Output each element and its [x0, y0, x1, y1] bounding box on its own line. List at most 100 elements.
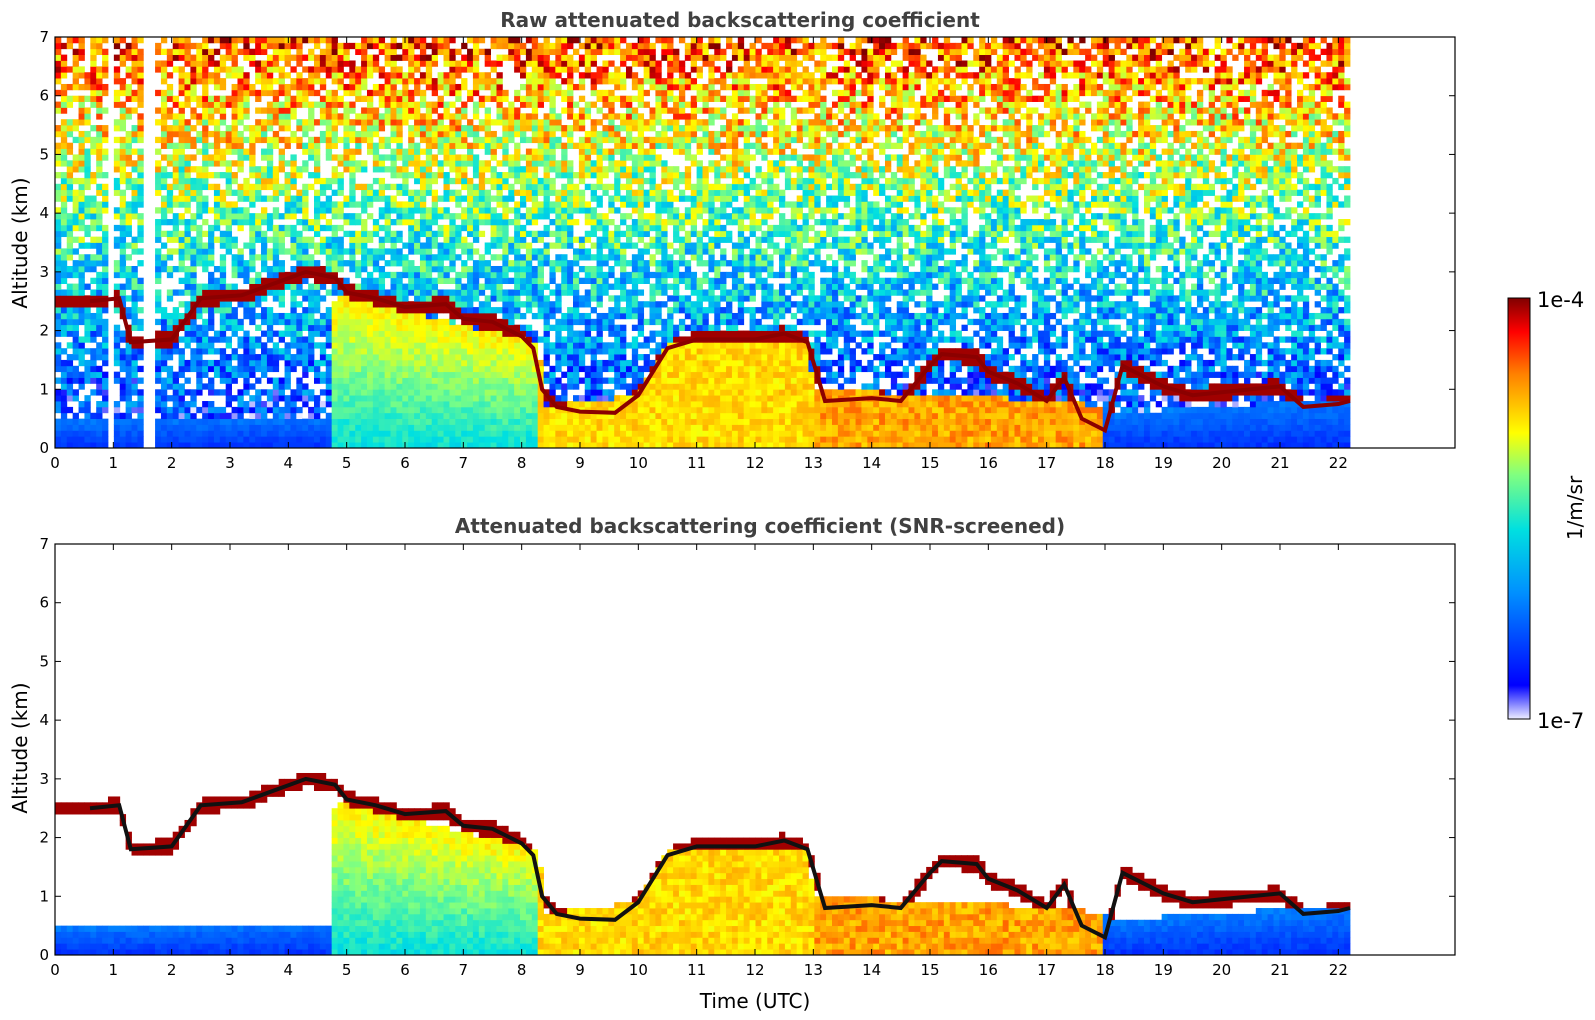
- heatmap-cell: [172, 442, 180, 449]
- heatmap-cell: [166, 265, 174, 273]
- heatmap-cell: [337, 48, 344, 56]
- heatmap-cell: [131, 195, 138, 202]
- heatmap-cell: [196, 424, 203, 431]
- heatmap-cell: [231, 42, 238, 50]
- heatmap-cell: [249, 248, 256, 255]
- heatmap-cell: [437, 442, 444, 449]
- heatmap-cell: [314, 177, 321, 185]
- heatmap-cell: [496, 371, 503, 378]
- heatmap-cell: [72, 283, 79, 290]
- heatmap-cell: [343, 348, 350, 355]
- heatmap-cell: [243, 301, 250, 308]
- heatmap-cell: [555, 342, 562, 349]
- heatmap-cell: [478, 95, 486, 102]
- panel1-plot: [55, 37, 1351, 449]
- heatmap-cell: [337, 72, 344, 79]
- heatmap-cell: [490, 265, 497, 273]
- heatmap-cell: [349, 412, 356, 420]
- heatmap-cell: [502, 412, 509, 420]
- heatmap-cell: [243, 389, 250, 396]
- heatmap-cell: [484, 312, 491, 320]
- heatmap-cell: [325, 66, 333, 73]
- heatmap-cell: [496, 78, 503, 85]
- heatmap-cell: [384, 389, 391, 396]
- heatmap-cell: [408, 271, 415, 279]
- heatmap-cell: [196, 354, 203, 361]
- heatmap-cell: [478, 312, 486, 320]
- heatmap-cell: [443, 436, 450, 443]
- heatmap-cell: [549, 418, 556, 425]
- heatmap-cell: [531, 406, 539, 414]
- heatmap-cell: [520, 230, 527, 238]
- heatmap-cell: [202, 89, 209, 97]
- heatmap-cell: [543, 160, 550, 167]
- heatmap-cell: [178, 89, 185, 97]
- heatmap-cell: [414, 307, 421, 314]
- heatmap-cell: [284, 354, 291, 361]
- heatmap-cell: [355, 412, 362, 420]
- heatmap-cell: [60, 224, 68, 232]
- heatmap-cell: [325, 377, 333, 384]
- heatmap-cell: [102, 336, 109, 343]
- heatmap-cell: [178, 136, 185, 144]
- heatmap-cell: [520, 254, 527, 261]
- heatmap-cell: [366, 60, 374, 67]
- heatmap-cell: [219, 119, 227, 126]
- heatmap-cell: [225, 336, 232, 343]
- heatmap-cell: [461, 125, 468, 132]
- heatmap-cell: [508, 277, 515, 284]
- heatmap-cell: [302, 95, 309, 102]
- heatmap-cell: [208, 72, 215, 79]
- heatmap-cell: [255, 418, 262, 425]
- heatmap-cell: [578, 424, 586, 431]
- heatmap-cell: [84, 242, 91, 249]
- heatmap-cell: [531, 430, 539, 437]
- heatmap-cell: [578, 107, 586, 114]
- heatmap-cell: [196, 260, 203, 267]
- heatmap-cell: [561, 389, 568, 396]
- heatmap-cell: [272, 424, 280, 431]
- heatmap-cell: [178, 248, 185, 255]
- heatmap-cell: [314, 207, 321, 214]
- heatmap-cell: [243, 265, 250, 273]
- heatmap-cell: [202, 348, 209, 355]
- heatmap-cell: [478, 371, 486, 378]
- heatmap-cell: [537, 160, 544, 167]
- heatmap-cell: [472, 383, 480, 390]
- heatmap-cell: [484, 54, 491, 61]
- heatmap-cell: [314, 283, 321, 290]
- heatmap-cell: [496, 236, 503, 243]
- heatmap-cell: [355, 219, 362, 226]
- heatmap-cell: [355, 295, 362, 302]
- heatmap-cell: [549, 260, 556, 267]
- heatmap-cell: [525, 389, 533, 396]
- heatmap-cell: [172, 37, 180, 44]
- heatmap-cell: [396, 148, 403, 155]
- heatmap-cell: [225, 189, 232, 196]
- heatmap-cell: [137, 177, 144, 185]
- heatmap-cell: [408, 312, 415, 320]
- heatmap-cell: [284, 195, 291, 202]
- heatmap-cell: [125, 436, 132, 443]
- heatmap-cell: [119, 248, 127, 255]
- heatmap-cell: [243, 406, 250, 414]
- heatmap-cell: [484, 418, 491, 425]
- heatmap-cell: [490, 283, 497, 290]
- heatmap-cell: [261, 107, 268, 114]
- heatmap-cell: [290, 166, 297, 173]
- heatmap-cell: [508, 442, 515, 449]
- heatmap-cell: [596, 371, 603, 378]
- heatmap-cell: [472, 307, 480, 314]
- heatmap-cell: [202, 207, 209, 214]
- heatmap-cell: [567, 66, 574, 73]
- heatmap-cell: [137, 442, 144, 449]
- heatmap-cell: [272, 172, 280, 179]
- heatmap-cell: [584, 389, 592, 396]
- heatmap-cell: [567, 83, 574, 91]
- heatmap-cell: [290, 195, 297, 202]
- heatmap-cell: [573, 248, 580, 255]
- heatmap-cell: [590, 189, 597, 196]
- heatmap-cell: [590, 42, 597, 50]
- heatmap-cell: [472, 72, 480, 79]
- heatmap-cell: [290, 342, 297, 349]
